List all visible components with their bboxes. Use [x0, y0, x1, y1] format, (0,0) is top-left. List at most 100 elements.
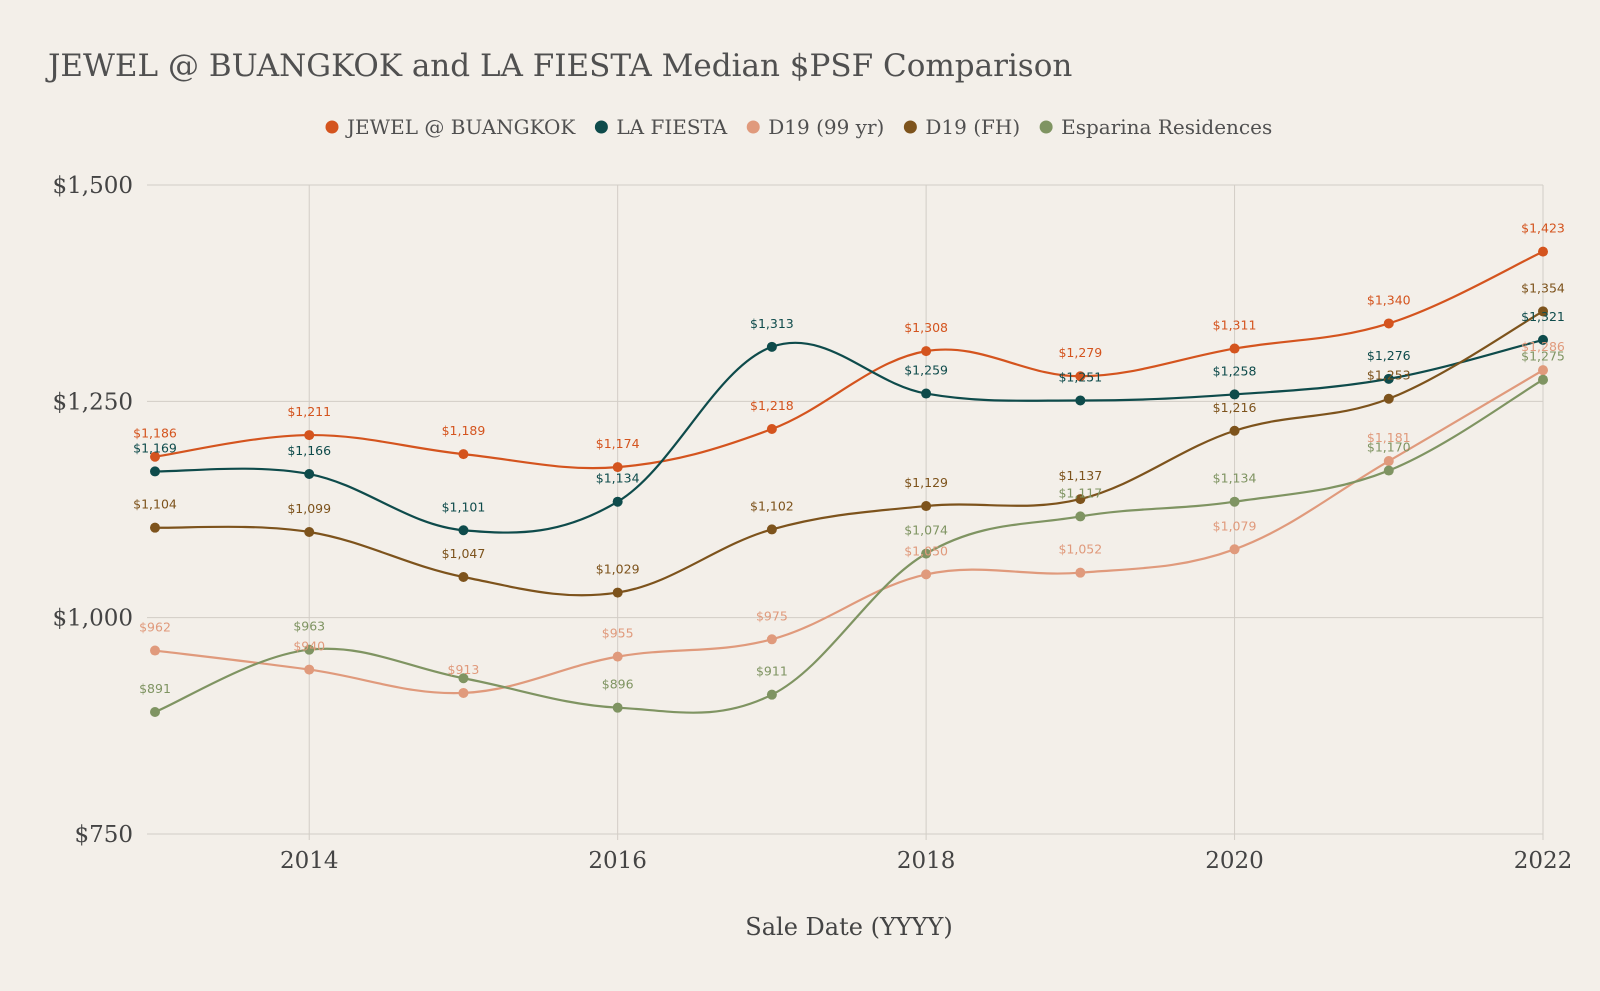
data-label: $1,354: [1521, 280, 1565, 295]
data-point: [304, 526, 315, 537]
data-label: $1,050: [904, 543, 948, 558]
data-label: $1,340: [1367, 292, 1411, 307]
data-label: $940: [293, 639, 325, 654]
data-point: [612, 702, 623, 713]
data-point: [921, 548, 932, 559]
data-label: $913: [448, 662, 480, 677]
data-label: $1,186: [133, 426, 177, 441]
data-point: [766, 689, 777, 700]
data-point: [1229, 343, 1240, 354]
legend-item: JEWEL @ BUANGKOK: [325, 115, 576, 139]
data-label: $1,074: [904, 523, 948, 538]
data-label: $1,275: [1521, 349, 1565, 364]
data-point: [1229, 544, 1240, 555]
legend-marker: [903, 120, 917, 134]
data-label: $1,134: [596, 471, 640, 486]
data-point: [304, 469, 315, 480]
data-point: [1383, 393, 1394, 404]
series-line: [154, 378, 1544, 714]
data-label: $1,129: [904, 475, 948, 490]
data-point: [150, 451, 160, 462]
data-point: [1229, 389, 1240, 400]
data-point: [150, 706, 160, 717]
data-point: [612, 496, 623, 507]
data-point: [1075, 371, 1086, 382]
x-tick-label: 2022: [1514, 848, 1573, 874]
series-lines: [150, 246, 1548, 717]
data-label: $962: [139, 620, 171, 635]
series-d19-99-yr-: [150, 365, 1548, 698]
data-label: $1,170: [1367, 440, 1411, 455]
data-label: $1,047: [442, 546, 486, 561]
data-point: [1538, 365, 1548, 376]
data-label: $1,099: [287, 501, 331, 516]
data-point: [304, 644, 315, 655]
data-point: [1383, 373, 1394, 384]
data-point: [1229, 425, 1240, 436]
data-point: [150, 645, 160, 656]
data-label: $1,102: [750, 498, 794, 513]
data-point: [458, 687, 469, 698]
data-labels: $1,186 $1,211 $1,189 $1,174 $1,218 $1,308 $1,2…: [133, 221, 1565, 696]
data-point: [1075, 395, 1086, 406]
data-point: [1538, 334, 1548, 345]
data-point: [150, 522, 160, 533]
series-d19-fh-: [150, 306, 1548, 598]
legend-label: D19 (FH): [925, 115, 1020, 139]
axes: $750 $1,000 $1,250 $1,500 2014 2016 2018 2020 20…: [53, 173, 1573, 874]
data-point: [766, 424, 777, 435]
legend-label: JEWEL @ BUANGKOK: [345, 115, 576, 139]
data-label: $1,101: [442, 499, 486, 514]
data-label: $1,321: [1521, 309, 1565, 324]
data-label: $1,423: [1521, 221, 1565, 236]
data-label: $1,216: [1213, 400, 1257, 415]
x-tick-label: 2018: [897, 848, 956, 874]
data-point: [921, 569, 932, 580]
series-la-fiesta: [150, 334, 1548, 536]
data-label: $963: [293, 619, 325, 634]
y-tick-label: $1,250: [53, 389, 133, 415]
series-esparina-residences: [150, 374, 1548, 717]
data-point: [766, 341, 777, 352]
data-point: [304, 664, 315, 675]
legend-marker: [594, 120, 608, 134]
x-tick-label: 2020: [1205, 848, 1264, 874]
data-point: [612, 587, 623, 598]
legend-marker: [1039, 120, 1053, 134]
x-tick-label: 2014: [280, 848, 339, 874]
data-label: $1,211: [287, 404, 331, 419]
data-point: [1383, 318, 1394, 329]
data-label: $1,276: [1367, 348, 1411, 363]
legend-marker: [746, 120, 760, 134]
data-label: $891: [139, 681, 171, 696]
data-point: [1383, 456, 1394, 467]
data-point: [1538, 246, 1548, 257]
data-point: [1229, 496, 1240, 507]
data-point: [458, 525, 469, 536]
data-point: [1075, 567, 1086, 578]
data-point: [458, 449, 469, 460]
data-label: $1,117: [1058, 485, 1102, 500]
legend-marker: [325, 120, 339, 134]
legend-item: Esparina Residences: [1039, 115, 1272, 139]
series-line: [154, 338, 1544, 534]
data-label: $1,279: [1058, 345, 1102, 360]
data-point: [1075, 511, 1086, 522]
series-jewel-buangkok: [150, 246, 1548, 473]
data-point: [766, 634, 777, 645]
data-label: $1,286: [1521, 339, 1565, 354]
data-label: $1,218: [750, 398, 794, 413]
series-line: [154, 250, 1544, 470]
data-point: [766, 524, 777, 535]
data-point: [921, 346, 932, 357]
data-point: [612, 651, 623, 662]
data-label: $1,052: [1058, 542, 1102, 557]
legend-label: D19 (99 yr): [768, 115, 884, 139]
y-tick-label: $1,000: [53, 606, 133, 632]
y-tick-label: $1,500: [53, 173, 133, 199]
chart-title: JEWEL @ BUANGKOK and LA FIESTA Median $P…: [45, 48, 1072, 84]
data-label: $955: [602, 626, 634, 641]
data-point: [1075, 494, 1086, 505]
data-point: [1538, 374, 1548, 385]
